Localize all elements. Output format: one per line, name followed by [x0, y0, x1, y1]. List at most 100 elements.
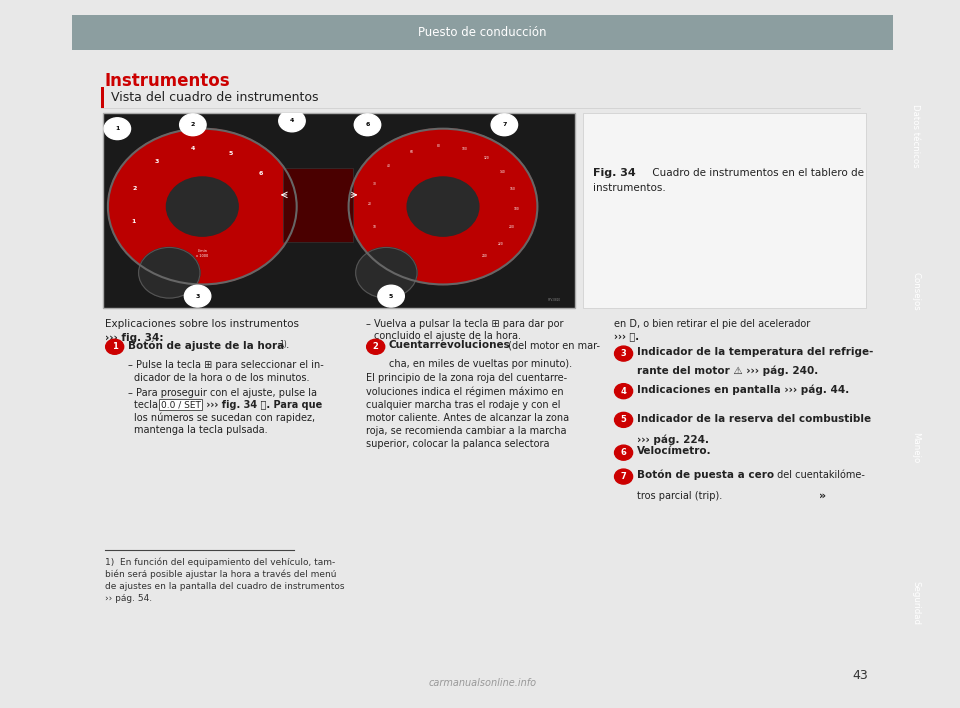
Text: 1: 1 [115, 126, 120, 131]
Circle shape [348, 129, 538, 285]
Circle shape [106, 339, 124, 354]
Circle shape [407, 177, 479, 236]
Text: 5: 5 [389, 294, 394, 299]
Text: S7V-0820: S7V-0820 [548, 298, 561, 302]
Text: 180: 180 [514, 207, 519, 211]
Text: 5: 5 [228, 151, 233, 156]
Circle shape [492, 114, 517, 136]
Text: 20: 20 [368, 202, 372, 207]
Text: Botón de ajuste de la hora: Botón de ajuste de la hora [128, 340, 284, 350]
Text: Fig. 34: Fig. 34 [593, 168, 636, 178]
FancyBboxPatch shape [103, 113, 575, 308]
Text: 140: 140 [500, 170, 506, 174]
Circle shape [138, 248, 200, 298]
Text: 240: 240 [482, 254, 488, 258]
Text: 6: 6 [621, 448, 627, 457]
Circle shape [354, 114, 381, 136]
Circle shape [614, 384, 633, 399]
Text: .: . [285, 341, 289, 350]
Circle shape [356, 248, 417, 298]
Text: 6: 6 [366, 122, 370, 127]
Text: ››› ⓺.: ››› ⓺. [613, 331, 638, 341]
Text: ››› fig. 34 ⓦ. Para que: ››› fig. 34 ⓦ. Para que [204, 400, 323, 410]
Text: – Vuelva a pulsar la tecla ⊞ para dar por: – Vuelva a pulsar la tecla ⊞ para dar po… [366, 319, 564, 329]
Text: 200: 200 [509, 225, 515, 229]
Text: 40: 40 [387, 164, 391, 169]
Text: tros parcial (trip).: tros parcial (trip). [636, 491, 722, 501]
Text: 3: 3 [196, 294, 200, 299]
FancyBboxPatch shape [72, 15, 893, 50]
Text: concluido el ajuste de la hora.: concluido el ajuste de la hora. [374, 331, 521, 341]
Text: Botón de puesta a cero: Botón de puesta a cero [636, 470, 774, 481]
Circle shape [180, 114, 206, 136]
Circle shape [614, 445, 633, 460]
Bar [101, 87, 104, 108]
Text: Consejos: Consejos [911, 273, 921, 311]
Text: 60: 60 [410, 150, 414, 154]
Text: ››› fig. 34:: ››› fig. 34: [105, 333, 163, 343]
Text: Indicador de la reserva del combustible: Indicador de la reserva del combustible [636, 413, 871, 423]
Text: L/min
x 1000: L/min x 1000 [196, 249, 208, 258]
Text: 3: 3 [155, 159, 159, 164]
Text: 4: 4 [190, 147, 195, 152]
Circle shape [614, 346, 633, 361]
Text: 160: 160 [510, 187, 516, 191]
Text: Cuentarrevoluciones: Cuentarrevoluciones [389, 341, 511, 350]
Text: 7: 7 [621, 472, 627, 481]
Text: instrumentos.: instrumentos. [593, 183, 666, 193]
Text: Seguridad: Seguridad [911, 581, 921, 625]
Circle shape [378, 285, 404, 307]
Text: Puesto de conducción: Puesto de conducción [419, 26, 546, 39]
Text: Cuadro de instrumentos en el tablero de: Cuadro de instrumentos en el tablero de [649, 168, 864, 178]
Text: 1): 1) [278, 340, 287, 349]
Text: Datos técnicos: Datos técnicos [911, 104, 921, 168]
Text: cha, en miles de vueltas por minuto).: cha, en miles de vueltas por minuto). [389, 359, 572, 369]
Text: dicador de la hora o de los minutos.: dicador de la hora o de los minutos. [133, 372, 309, 383]
Text: 0.0 / SET: 0.0 / SET [160, 400, 201, 409]
FancyBboxPatch shape [583, 113, 866, 308]
Text: mantenga la tecla pulsada.: mantenga la tecla pulsada. [133, 425, 267, 435]
Text: carmanualsonline.info: carmanualsonline.info [428, 678, 537, 688]
Text: 30: 30 [373, 182, 377, 186]
Text: 220: 220 [498, 241, 504, 246]
Text: Explicaciones sobre los instrumentos: Explicaciones sobre los instrumentos [105, 319, 299, 329]
Text: 1: 1 [111, 342, 118, 351]
Text: 2: 2 [132, 186, 137, 191]
Text: 7: 7 [502, 122, 507, 127]
Text: (del motor en mar-: (del motor en mar- [505, 341, 600, 350]
Text: 100: 100 [462, 147, 468, 151]
Text: 1: 1 [132, 219, 136, 224]
Circle shape [166, 177, 238, 236]
Text: los números se sucedan con rapidez,: los números se sucedan con rapidez, [133, 412, 315, 423]
Text: 2: 2 [191, 122, 195, 127]
Text: 43: 43 [852, 668, 868, 682]
Text: Vista del cuadro de instrumentos: Vista del cuadro de instrumentos [110, 91, 318, 104]
Text: 2: 2 [372, 342, 378, 351]
Text: en D, o bien retirar el pie del acelerador: en D, o bien retirar el pie del acelerad… [613, 319, 810, 329]
Text: El principio de la zona roja del cuentarre-
voluciones indica el régimen máximo : El principio de la zona roja del cuentar… [366, 372, 569, 450]
Text: del cuentakilóme-: del cuentakilóme- [774, 470, 865, 480]
Text: – Pulse la tecla ⊞ para seleccionar el in-: – Pulse la tecla ⊞ para seleccionar el i… [128, 360, 324, 370]
Text: 120: 120 [484, 156, 490, 160]
Text: tecla: tecla [133, 400, 160, 410]
Circle shape [108, 129, 297, 285]
Text: rante del motor ⚠ ››› pág. 240.: rante del motor ⚠ ››› pág. 240. [636, 366, 818, 377]
Text: 10: 10 [372, 225, 376, 229]
Text: »: » [819, 491, 826, 501]
Text: Velocímetro.: Velocímetro. [636, 446, 711, 456]
Text: Manejo: Manejo [911, 432, 921, 463]
Text: 4: 4 [621, 387, 627, 396]
Circle shape [184, 285, 211, 307]
FancyBboxPatch shape [282, 168, 353, 241]
Text: 4: 4 [290, 118, 294, 123]
Circle shape [278, 110, 305, 132]
Text: 80: 80 [437, 144, 441, 148]
Circle shape [367, 339, 385, 354]
Text: 5: 5 [621, 416, 627, 424]
Text: Indicador de la temperatura del refrige-: Indicador de la temperatura del refrige- [636, 347, 873, 358]
Text: 3: 3 [621, 349, 627, 358]
Text: ››› pág. 224.: ››› pág. 224. [636, 434, 708, 445]
Text: Instrumentos: Instrumentos [105, 72, 230, 90]
Circle shape [614, 469, 633, 484]
Text: Indicaciones en pantalla ››› pág. 44.: Indicaciones en pantalla ››› pág. 44. [636, 384, 849, 395]
